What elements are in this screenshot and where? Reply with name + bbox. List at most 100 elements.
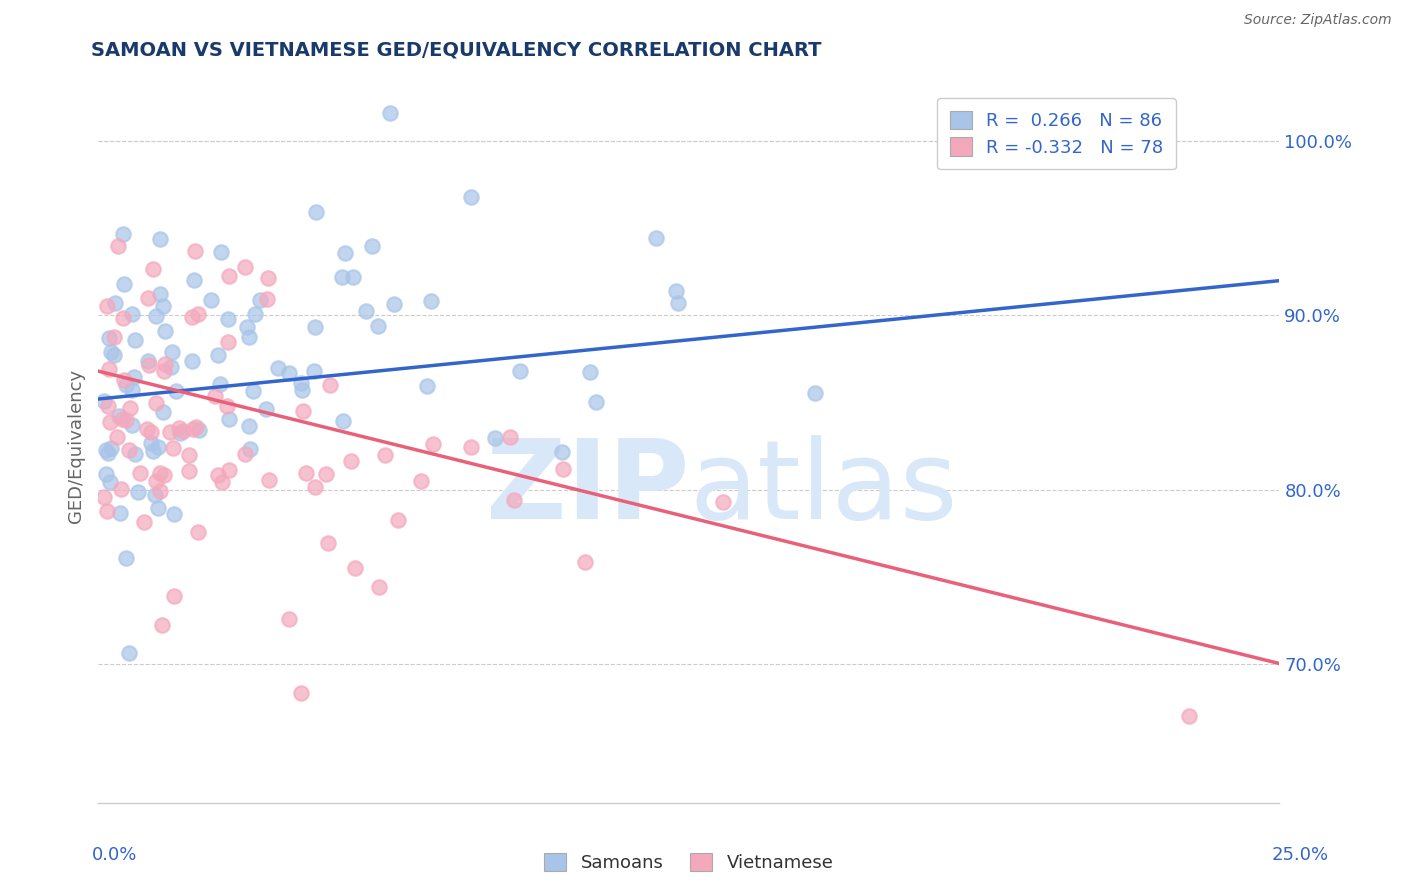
Point bbox=[150, 617, 173, 632]
Point bbox=[100, 441, 122, 455]
Point bbox=[367, 580, 389, 594]
Point bbox=[277, 612, 299, 626]
Point bbox=[343, 561, 366, 575]
Point bbox=[256, 292, 278, 306]
Point bbox=[218, 269, 240, 284]
Point bbox=[574, 555, 596, 569]
Point bbox=[218, 412, 240, 426]
Point bbox=[112, 311, 135, 326]
Point bbox=[121, 418, 143, 433]
Point bbox=[217, 311, 239, 326]
Point bbox=[499, 430, 522, 444]
Point bbox=[233, 447, 256, 461]
Point bbox=[188, 423, 211, 437]
Point bbox=[149, 286, 172, 301]
Point bbox=[217, 334, 239, 349]
Point bbox=[319, 378, 342, 392]
Point bbox=[420, 294, 443, 309]
Point bbox=[152, 405, 174, 419]
Point bbox=[93, 394, 115, 409]
Point bbox=[257, 271, 280, 285]
Text: Source: ZipAtlas.com: Source: ZipAtlas.com bbox=[1244, 13, 1392, 28]
Point bbox=[259, 473, 281, 487]
Point bbox=[181, 422, 204, 436]
Point bbox=[295, 466, 318, 480]
Point bbox=[103, 348, 125, 362]
Text: SAMOAN VS VIETNAMESE GED/EQUIVALENCY CORRELATION CHART: SAMOAN VS VIETNAMESE GED/EQUIVALENCY COR… bbox=[91, 40, 823, 59]
Point bbox=[172, 424, 194, 438]
Point bbox=[127, 485, 149, 500]
Point bbox=[238, 418, 260, 433]
Point bbox=[128, 466, 150, 480]
Point bbox=[304, 364, 326, 378]
Point bbox=[143, 488, 166, 502]
Point bbox=[136, 291, 159, 305]
Point bbox=[551, 444, 574, 458]
Text: atlas: atlas bbox=[689, 435, 957, 542]
Point bbox=[644, 230, 666, 244]
Point bbox=[145, 396, 167, 410]
Point bbox=[96, 504, 118, 518]
Point bbox=[267, 361, 290, 376]
Point bbox=[93, 490, 115, 504]
Point bbox=[238, 330, 260, 344]
Point bbox=[97, 399, 120, 413]
Point bbox=[204, 389, 226, 403]
Point bbox=[115, 551, 138, 566]
Point bbox=[187, 307, 209, 321]
Point bbox=[159, 425, 181, 439]
Point bbox=[460, 440, 482, 454]
Point bbox=[94, 443, 117, 458]
Point bbox=[163, 507, 186, 521]
Point bbox=[666, 296, 689, 310]
Point bbox=[318, 536, 340, 550]
Point bbox=[136, 354, 159, 368]
Point bbox=[218, 463, 240, 477]
Point bbox=[503, 492, 526, 507]
Point bbox=[124, 369, 146, 384]
Point bbox=[104, 295, 127, 310]
Point bbox=[340, 454, 363, 468]
Point bbox=[152, 364, 174, 378]
Point bbox=[96, 467, 118, 482]
Point bbox=[100, 344, 122, 359]
Point bbox=[184, 244, 207, 259]
Point bbox=[187, 524, 209, 539]
Point bbox=[278, 366, 301, 380]
Point bbox=[239, 442, 262, 456]
Point bbox=[121, 383, 143, 397]
Point bbox=[416, 378, 439, 392]
Point bbox=[114, 413, 136, 427]
Point bbox=[181, 354, 204, 368]
Point bbox=[148, 441, 170, 455]
Point bbox=[209, 244, 232, 259]
Point bbox=[484, 431, 506, 445]
Point bbox=[149, 466, 172, 480]
Point bbox=[165, 384, 187, 398]
Point bbox=[136, 422, 159, 436]
Point bbox=[160, 359, 183, 374]
Point bbox=[145, 309, 167, 323]
Point bbox=[107, 239, 129, 253]
Point bbox=[333, 245, 356, 260]
Point bbox=[236, 319, 259, 334]
Point bbox=[111, 411, 134, 425]
Point bbox=[98, 331, 121, 345]
Point bbox=[315, 467, 337, 482]
Point bbox=[149, 232, 172, 246]
Point bbox=[139, 436, 162, 450]
Point bbox=[124, 333, 146, 347]
Text: 25.0%: 25.0% bbox=[1271, 846, 1329, 863]
Point bbox=[153, 468, 176, 483]
Point bbox=[179, 464, 201, 478]
Point bbox=[585, 395, 607, 409]
Point bbox=[356, 304, 378, 318]
Point bbox=[291, 403, 314, 417]
Point bbox=[169, 425, 191, 440]
Point bbox=[409, 474, 432, 488]
Point bbox=[153, 324, 176, 338]
Point bbox=[211, 475, 233, 490]
Point bbox=[200, 293, 222, 307]
Point bbox=[98, 475, 121, 489]
Point bbox=[112, 373, 135, 387]
